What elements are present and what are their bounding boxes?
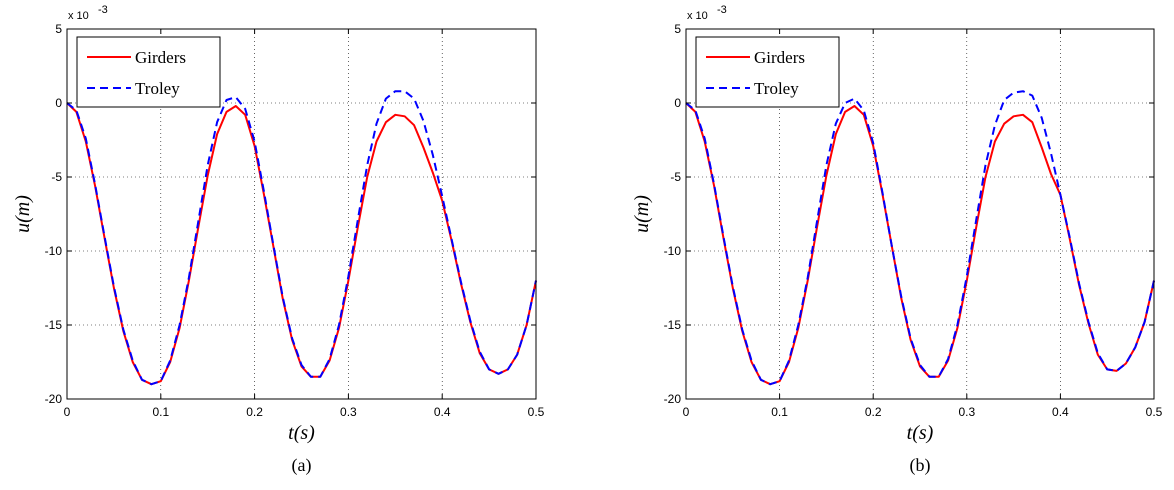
y-tick-label: -20 bbox=[664, 392, 682, 406]
legend-label-girders: Girders bbox=[754, 48, 805, 67]
series-line-troley bbox=[66, 90, 537, 386]
legend-box bbox=[695, 36, 840, 108]
y-tick-label: 0 bbox=[674, 96, 681, 110]
y-axis-label: u(m) bbox=[631, 195, 653, 233]
exponent-power: -3 bbox=[717, 4, 727, 16]
exponent-label: x 10 bbox=[68, 10, 89, 22]
y-tick-label: -10 bbox=[664, 244, 682, 258]
y-tick-label: -20 bbox=[45, 392, 63, 406]
x-axis-label: t(s) bbox=[907, 422, 934, 444]
y-tick-label: 5 bbox=[55, 22, 62, 36]
x-tick-label: 0 bbox=[683, 405, 690, 419]
chart-a: 0 0.1 0.2 0.3 0.4 0.5 5 0 -5 -10 -15 -20 x 10 -3 t(s) u… bbox=[12, 4, 545, 476]
legend-label-troley: Troley bbox=[135, 79, 180, 98]
x-tick-label: 0.3 bbox=[958, 405, 975, 419]
x-tick-label: 0.4 bbox=[434, 405, 451, 419]
x-axis-label: t(s) bbox=[288, 422, 315, 444]
y-tick-label: -15 bbox=[664, 318, 682, 332]
exponent-power: -3 bbox=[98, 4, 108, 16]
panel-caption: (b) bbox=[910, 455, 931, 476]
axes-box bbox=[685, 28, 1155, 400]
x-tick-label: 0.5 bbox=[528, 405, 545, 419]
x-tick-label: 0.3 bbox=[340, 405, 357, 419]
x-tick-label: 0.2 bbox=[865, 405, 882, 419]
y-axis-label: u(m) bbox=[12, 195, 34, 233]
chart-b: 0 0.1 0.2 0.3 0.4 0.5 5 0 -5 -10 -15 -20 x 10 -3 t(s) u… bbox=[631, 4, 1163, 476]
y-tick-label: -10 bbox=[45, 244, 63, 258]
y-tick-label: -5 bbox=[51, 170, 62, 184]
y-tick-label: 0 bbox=[55, 96, 62, 110]
y-tick-label: -15 bbox=[45, 318, 63, 332]
legend-label-girders: Girders bbox=[135, 48, 186, 67]
legend-box bbox=[76, 36, 221, 108]
x-tick-label: 0.2 bbox=[246, 405, 263, 419]
x-tick-label: 0.1 bbox=[771, 405, 788, 419]
axes-box bbox=[66, 28, 537, 400]
x-tick-label: 0 bbox=[64, 405, 71, 419]
x-tick-label: 0.4 bbox=[1052, 405, 1069, 419]
panel-caption: (a) bbox=[292, 455, 312, 476]
y-tick-label: 5 bbox=[674, 22, 681, 36]
y-tick-label: -5 bbox=[670, 170, 681, 184]
series-line-troley bbox=[685, 90, 1155, 386]
x-tick-label: 0.1 bbox=[152, 405, 169, 419]
exponent-label: x 10 bbox=[687, 10, 708, 22]
x-tick-label: 0.5 bbox=[1146, 405, 1163, 419]
legend-label-troley: Troley bbox=[754, 79, 799, 98]
